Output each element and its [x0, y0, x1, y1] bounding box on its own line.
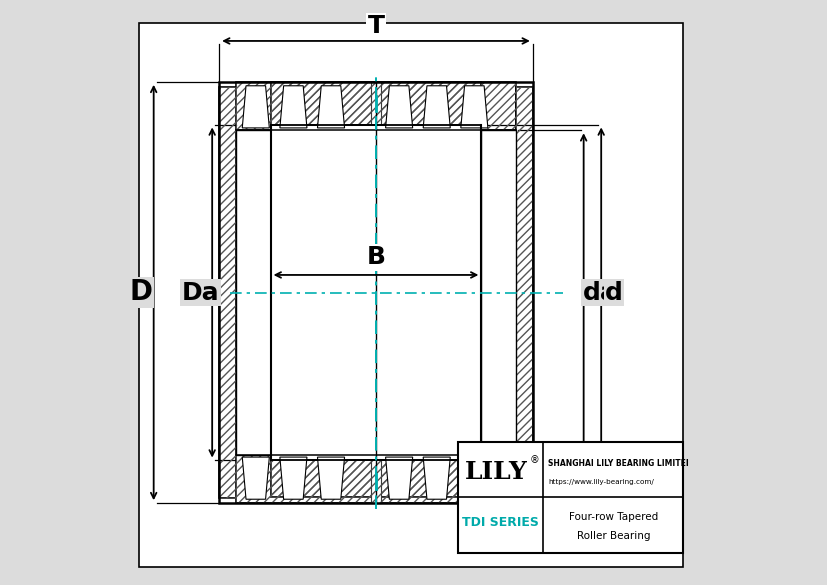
Polygon shape [242, 86, 269, 128]
Bar [270, 125, 480, 460]
Text: TDI SERIES: TDI SERIES [461, 517, 538, 529]
Bar [480, 130, 516, 455]
Text: d: d [605, 280, 622, 305]
Bar [270, 82, 480, 125]
Text: D: D [129, 278, 152, 307]
Polygon shape [280, 86, 307, 128]
Text: LILY: LILY [465, 460, 527, 484]
Text: Da: Da [181, 280, 219, 305]
Bar [516, 87, 532, 498]
Bar [370, 455, 380, 503]
Bar [270, 82, 480, 125]
Text: da: da [582, 280, 617, 305]
Bar [219, 87, 236, 498]
Text: T: T [367, 14, 384, 39]
Bar [236, 82, 516, 130]
Polygon shape [385, 86, 412, 128]
Bar [236, 130, 270, 455]
Bar [236, 82, 516, 130]
Polygon shape [385, 457, 412, 499]
Bar [370, 455, 380, 503]
Bar [236, 455, 516, 503]
Polygon shape [461, 86, 487, 128]
Bar [236, 455, 516, 503]
Bar [270, 460, 480, 497]
Text: https://www.lily-bearing.com/: https://www.lily-bearing.com/ [547, 479, 653, 485]
Polygon shape [461, 457, 487, 499]
Bar [516, 87, 532, 498]
Bar [370, 82, 380, 130]
Bar [219, 87, 236, 498]
Bar [270, 460, 480, 497]
Text: Four-row Tapered: Four-row Tapered [568, 512, 657, 522]
Polygon shape [280, 457, 307, 499]
Text: ®: ® [529, 456, 539, 466]
Text: B: B [366, 245, 385, 270]
Bar [219, 82, 532, 503]
Polygon shape [317, 457, 344, 499]
Polygon shape [317, 86, 344, 128]
Polygon shape [423, 457, 450, 499]
Bar [457, 442, 682, 553]
Bar [370, 82, 380, 130]
Text: Roller Bearing: Roller Bearing [576, 531, 649, 541]
Polygon shape [242, 457, 269, 499]
Polygon shape [423, 86, 450, 128]
Text: SHANGHAI LILY BEARING LIMITEI: SHANGHAI LILY BEARING LIMITEI [547, 459, 688, 469]
